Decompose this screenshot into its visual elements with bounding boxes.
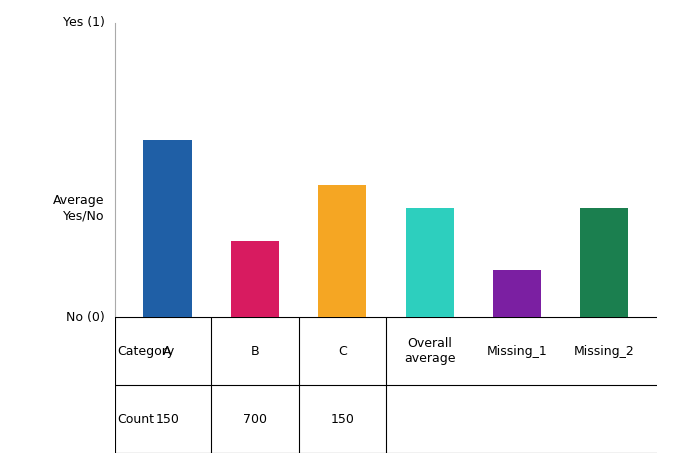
Text: A: A: [163, 345, 172, 357]
Text: 150: 150: [156, 413, 179, 425]
Text: 150: 150: [330, 413, 354, 425]
Text: Missing_1: Missing_1: [487, 345, 547, 357]
Bar: [493, 270, 541, 317]
Bar: [231, 241, 279, 317]
Text: Category: Category: [118, 345, 175, 357]
Bar: [144, 140, 192, 317]
Bar: [580, 208, 628, 317]
Text: Missing_2: Missing_2: [574, 345, 634, 357]
Bar: [406, 208, 454, 317]
Text: 700: 700: [243, 413, 267, 425]
Text: B: B: [250, 345, 259, 357]
Text: C: C: [338, 345, 347, 357]
Bar: [318, 185, 366, 317]
Text: Overall
average: Overall average: [403, 337, 456, 365]
Text: Count: Count: [118, 413, 155, 425]
